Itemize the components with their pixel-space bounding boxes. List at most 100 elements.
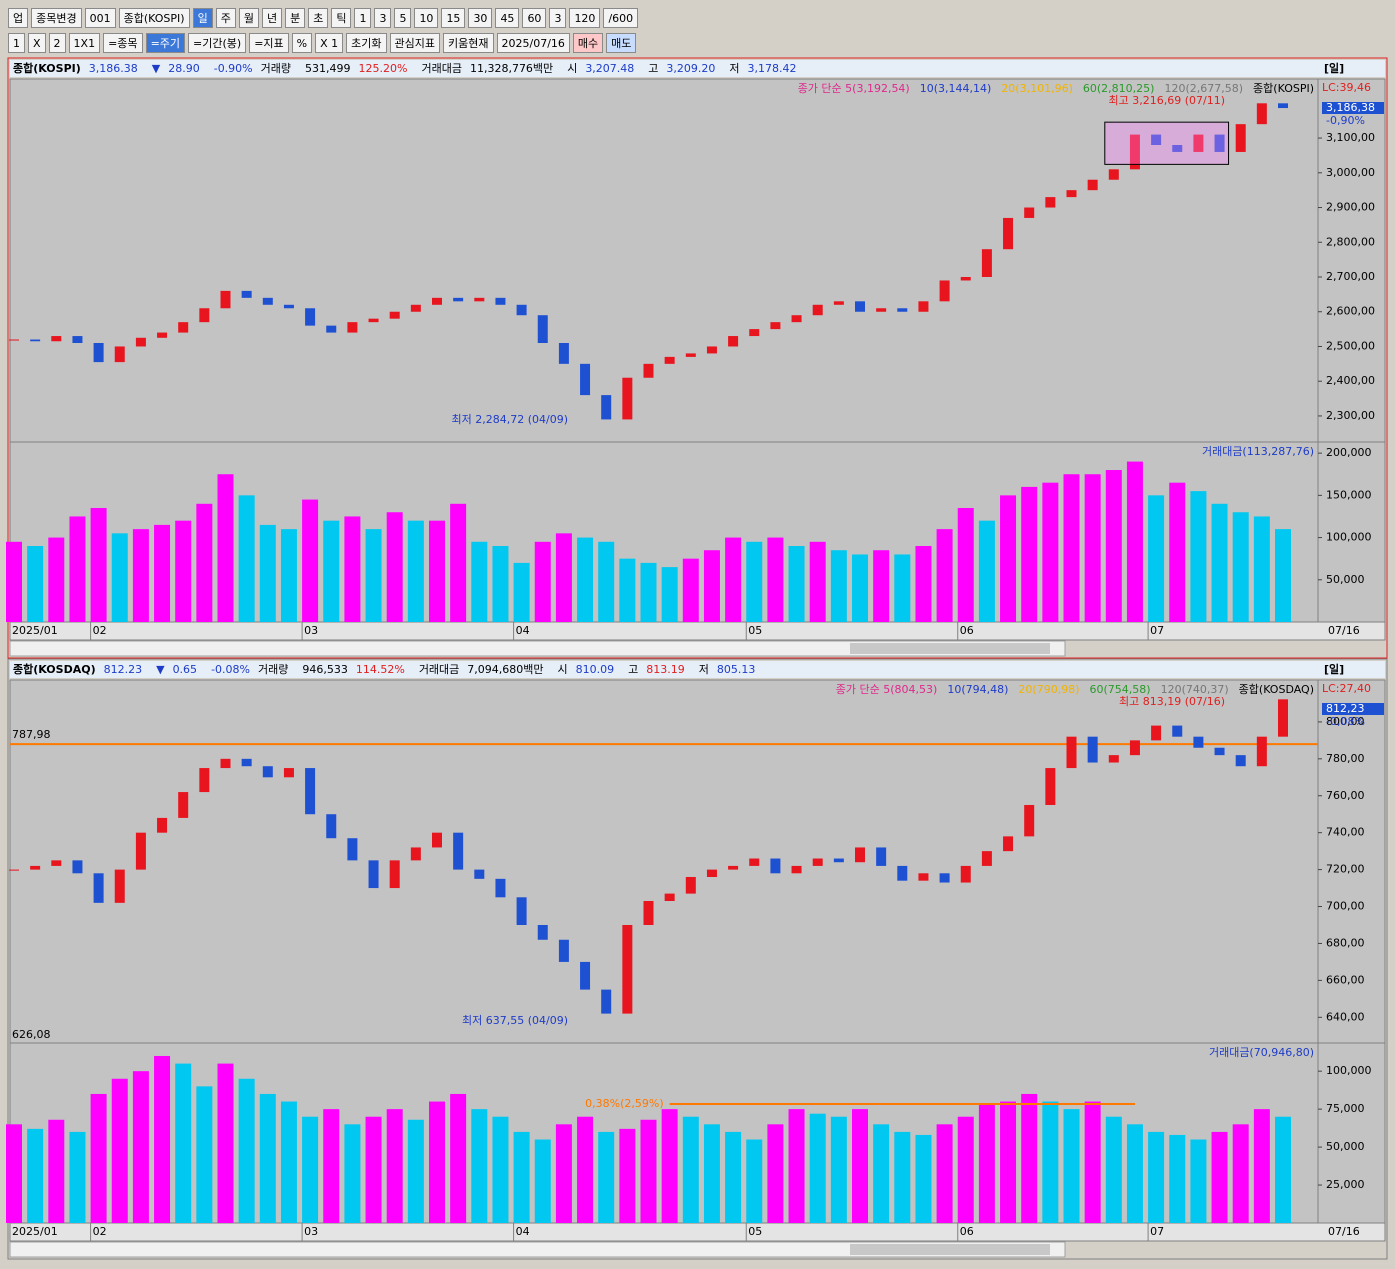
candle [1151, 725, 1162, 741]
right-label: LC:39,46 [1322, 81, 1371, 94]
toolbar-button[interactable]: 관심지표 [389, 33, 441, 53]
candle [855, 301, 865, 312]
toolbar-button[interactable]: 1 [354, 8, 372, 28]
candle [1214, 747, 1225, 756]
header-field: 거래량 [261, 62, 291, 75]
volume-bar [809, 1113, 826, 1223]
header-field: 시 [567, 62, 577, 75]
volume-bar [809, 541, 826, 622]
candle [1024, 804, 1035, 837]
toolbar-button[interactable]: 업 [8, 8, 29, 28]
volume-bar [365, 529, 382, 622]
reference-label: 787,98 [12, 728, 51, 741]
candle [347, 322, 358, 333]
candle [749, 329, 760, 337]
toolbar-button[interactable]: 틱 [331, 8, 352, 28]
volume-bar [577, 537, 594, 622]
toolbar-button[interactable]: 키움현재 [443, 33, 494, 53]
toolbar-button[interactable]: 종합(KOSPI) [118, 8, 190, 28]
highlight-box [1104, 121, 1230, 165]
right-label: -0,08% [1326, 715, 1365, 728]
toolbar-button[interactable]: 주 [215, 8, 236, 28]
toolbar-button[interactable]: 년 [261, 8, 283, 28]
volume-bar [852, 554, 868, 622]
toolbar-button[interactable]: 5 [394, 8, 412, 28]
volume-bar [1169, 482, 1186, 622]
toolbar-button[interactable]: 2025/07/16 [496, 33, 570, 53]
candle [812, 304, 823, 316]
toolbar-button[interactable]: =주기 [145, 33, 186, 53]
toolbar-button[interactable]: =기간(봉) [188, 33, 247, 53]
candle [728, 336, 739, 347]
candle [30, 865, 41, 870]
toolbar-button[interactable]: 45 [495, 8, 520, 28]
toolbar-button[interactable]: 10 [414, 8, 439, 28]
candle [791, 865, 802, 874]
toolbar-button[interactable]: 매도 [606, 33, 637, 53]
toolbar-button[interactable]: 매수 [572, 33, 604, 53]
x-tick-label: 06 [960, 624, 974, 637]
toolbar-button[interactable]: 월 [238, 8, 259, 28]
header-field: 저 [699, 663, 709, 676]
candle [51, 860, 62, 866]
volume-bar [90, 508, 107, 622]
x-tick-label: 03 [304, 1225, 318, 1238]
toolbar-button[interactable]: % [291, 33, 313, 53]
toolbar-button[interactable]: 15 [441, 8, 466, 28]
candle [347, 838, 358, 861]
header-field: 810.09 [576, 663, 615, 676]
volume-bar [111, 1078, 128, 1223]
toolbar-button[interactable]: X 1 [315, 33, 344, 53]
toolbar-button[interactable]: 001 [84, 8, 116, 28]
volume-bar [450, 503, 467, 622]
candle [368, 860, 379, 889]
candle [389, 311, 400, 319]
toolbar-button[interactable]: 초기화 [346, 33, 387, 53]
candle [199, 768, 210, 793]
toolbar-button[interactable]: X [28, 33, 46, 53]
volume-bar [1190, 491, 1207, 622]
toolbar-button[interactable]: 종목변경 [31, 8, 82, 28]
volume-bar [429, 520, 445, 622]
toolbar-button[interactable]: 2 [48, 33, 66, 53]
toolbar-button[interactable]: =지표 [249, 33, 289, 53]
toolbar-button[interactable]: =종목 [103, 33, 143, 53]
volume-bar [1000, 1101, 1017, 1223]
candle [685, 876, 696, 894]
candle [1214, 134, 1225, 152]
volume-bar [323, 1109, 340, 1223]
volume-bar [1253, 1109, 1270, 1223]
y-tick-label: 640,00 [1326, 1010, 1365, 1023]
candle [643, 900, 654, 925]
toolbar-button[interactable]: 분 [285, 8, 306, 28]
x-tick-label: 2025/01 [12, 1225, 58, 1238]
volume-bar [830, 1116, 847, 1223]
volume-bar [513, 562, 530, 622]
candle [1256, 103, 1267, 125]
toolbar-button[interactable]: /600 [603, 8, 639, 28]
toolbar-button[interactable]: 3 [549, 8, 567, 28]
toolbar-button[interactable]: 1 [8, 33, 25, 53]
y-tick-label: 2,700,00 [1326, 270, 1375, 283]
candle [72, 860, 83, 874]
toolbar-button[interactable]: 1X1 [68, 33, 101, 53]
toolbar-button[interactable]: 30 [468, 8, 493, 28]
candle [1108, 169, 1119, 180]
candle [1003, 836, 1014, 852]
toolbar-button[interactable]: 일 [192, 8, 213, 28]
toolbar-button[interactable]: 60 [522, 8, 547, 28]
candle [918, 301, 929, 312]
volume-bar [1042, 482, 1059, 622]
y-tick-label: 2,300,00 [1326, 409, 1375, 422]
legend-item: 종가 단순 5(804,53) [836, 683, 938, 696]
toolbar-button[interactable]: 초 [308, 8, 329, 28]
volume-bar [429, 1101, 445, 1223]
toolbar-button[interactable]: 3 [374, 8, 392, 28]
candle [241, 758, 252, 767]
volume-bar [619, 558, 636, 622]
panel-header [10, 661, 1385, 678]
volume-bar [619, 1128, 636, 1223]
toolbar-button[interactable]: 120 [569, 8, 601, 28]
high-note: 최고 3,216,69 (07/11) [1108, 94, 1225, 107]
volume-bar [555, 533, 572, 622]
